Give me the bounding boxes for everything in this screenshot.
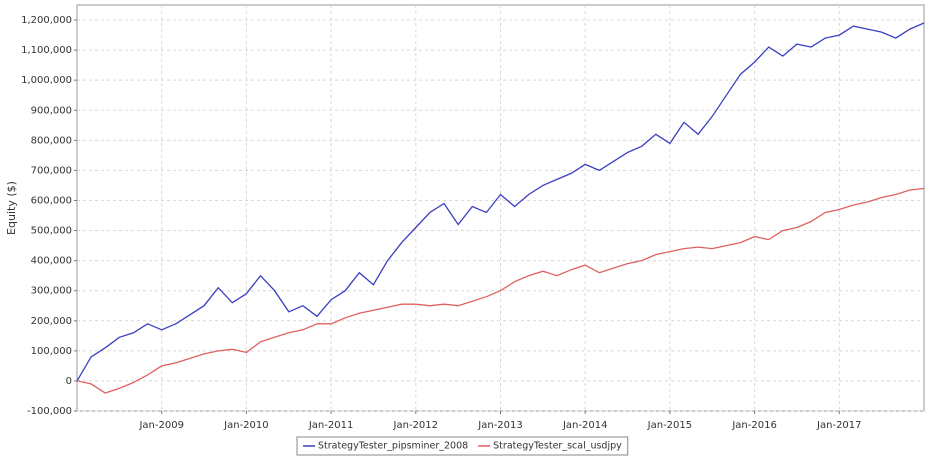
y-tick-label: 1,000,000 [21, 75, 72, 86]
x-tick-label: Jan-2013 [477, 420, 522, 431]
y-tick-label: 100,000 [31, 346, 72, 357]
x-tick-label: Jan-2012 [393, 420, 438, 431]
y-tick-label: 1,100,000 [21, 45, 72, 56]
y-tick-label: 900,000 [31, 105, 72, 116]
x-tick-label: Jan-2011 [308, 420, 353, 431]
series-line [76, 187, 925, 394]
y-axis-label: Equity ($) [5, 181, 18, 235]
y-tick-label: 0 [66, 376, 72, 387]
y-tick-label: 200,000 [31, 316, 72, 327]
x-tick-label: Jan-2010 [223, 420, 268, 431]
y-tick-label: 500,000 [31, 226, 72, 237]
y-tick-label: 700,000 [31, 165, 72, 176]
y-tick-label: 800,000 [31, 135, 72, 146]
x-tick-label: Jan-2017 [816, 420, 861, 431]
x-tick-label: Jan-2014 [562, 420, 607, 431]
x-tick-label: Jan-2016 [731, 420, 776, 431]
y-tick-label: 300,000 [31, 286, 72, 297]
legend-label: StrategyTester_pipsminer_2008 [318, 441, 468, 452]
x-tick-label: Jan-2009 [138, 420, 183, 431]
legend-label: StrategyTester_scal_usdjpy [493, 441, 622, 452]
y-tick-label: -100,000 [27, 406, 72, 417]
y-tick-label: 1,200,000 [21, 15, 72, 26]
y-tick-label: 400,000 [31, 256, 72, 267]
legend [296, 436, 629, 456]
x-tick-label: Jan-2015 [647, 420, 692, 431]
series-line [76, 22, 925, 382]
y-tick-label: 600,000 [31, 195, 72, 206]
